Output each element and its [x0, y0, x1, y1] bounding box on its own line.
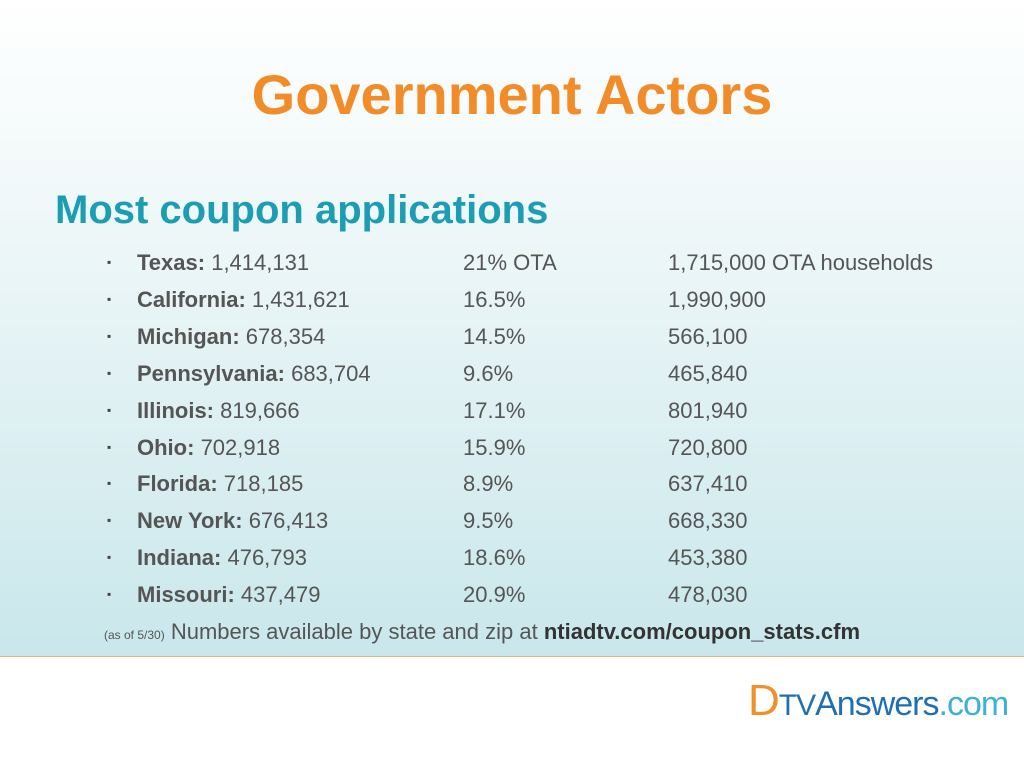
applications: 1,414,131	[211, 250, 310, 275]
applications: 678,354	[245, 323, 326, 349]
bullet: ▪	[107, 439, 112, 454]
applications: 819,666	[220, 397, 300, 423]
logo-tv: TV	[778, 689, 816, 722]
applications: 683,704	[291, 360, 371, 386]
state-entry: Florida: 718,185	[137, 471, 303, 497]
bullet: ▪	[107, 328, 112, 343]
state-entry: Illinois: 819,666	[137, 398, 300, 424]
footnote-text: Numbers available by state and zip at	[170, 619, 538, 644]
logo: DTVAnswers.com	[748, 676, 1010, 726]
bullet: ▪	[107, 550, 112, 565]
households: 801,940	[668, 397, 748, 423]
logo-com: .com	[938, 685, 1010, 723]
state: New York:	[137, 508, 243, 534]
applications: 676,413	[248, 508, 329, 534]
state: Texas:	[137, 250, 206, 275]
state-entry: Ohio: 702,918	[137, 435, 280, 461]
state-entry: Missouri: 437,479	[137, 582, 320, 608]
applications: 718,185	[223, 471, 304, 497]
applications: 1,431,621	[251, 286, 350, 312]
state: California:	[137, 286, 246, 312]
share: 16.5%	[463, 286, 526, 312]
state-entry: Texas: 1,414,131	[137, 250, 309, 276]
share: 20.9%	[463, 582, 526, 608]
households: 1,715,000 OTA households	[668, 250, 934, 275]
footnote-link: ntiadtv.com/coupon_stats.cfm	[543, 619, 861, 644]
share: 9.5%	[463, 508, 514, 534]
households: 465,840	[668, 360, 748, 386]
bullet: ▪	[107, 402, 112, 417]
bullet: ▪	[107, 587, 112, 602]
state-entry: Pennsylvania: 683,704	[137, 361, 371, 387]
state-entry: Michigan: 678,354	[137, 324, 325, 350]
bullet: ▪	[107, 255, 112, 269]
households: 566,100	[668, 323, 748, 349]
share: 9.6%	[463, 360, 514, 386]
share: 18.6%	[463, 545, 526, 571]
footnote-date: (as of 5/30)	[104, 628, 165, 642]
logo-answers: Answers	[815, 685, 939, 723]
bullet: ▪	[107, 476, 112, 491]
share: 17.1%	[463, 397, 526, 423]
households: 478,030	[668, 582, 748, 608]
households: 637,410	[668, 471, 748, 497]
state-entry: New York: 676,413	[137, 508, 328, 534]
content-area	[0, 0, 1024, 657]
state: Missouri:	[137, 582, 235, 608]
state: Michigan:	[137, 323, 240, 349]
applications: 437,479	[240, 582, 321, 608]
state-entry: California: 1,431,621	[137, 287, 350, 313]
slide-title: Government Actors	[251, 63, 773, 126]
applications: 476,793	[227, 545, 307, 571]
bullet: ▪	[107, 365, 112, 380]
state: Ohio:	[137, 434, 195, 460]
share: 14.5%	[463, 323, 526, 349]
logo-d: D	[748, 676, 780, 725]
share: 15.9%	[463, 434, 526, 460]
share: 21% OTA	[463, 250, 557, 275]
applications: 702,918	[200, 434, 281, 460]
bullet: ▪	[107, 291, 112, 306]
state: Illinois:	[137, 397, 214, 423]
share: 8.9%	[463, 471, 514, 497]
footnote: (as of 5/30) Numbers available by state …	[104, 619, 860, 645]
households: 668,330	[668, 508, 748, 534]
state: Pennsylvania:	[137, 360, 285, 386]
households: 1,990,900	[668, 286, 766, 312]
state-entry: Indiana: 476,793	[137, 545, 307, 571]
bullet: ▪	[107, 513, 112, 528]
state: Indiana:	[137, 545, 222, 571]
households: 720,800	[668, 434, 748, 460]
state: Florida:	[137, 471, 218, 497]
households: 453,380	[668, 545, 748, 571]
heading: Most coupon applications	[55, 188, 549, 232]
